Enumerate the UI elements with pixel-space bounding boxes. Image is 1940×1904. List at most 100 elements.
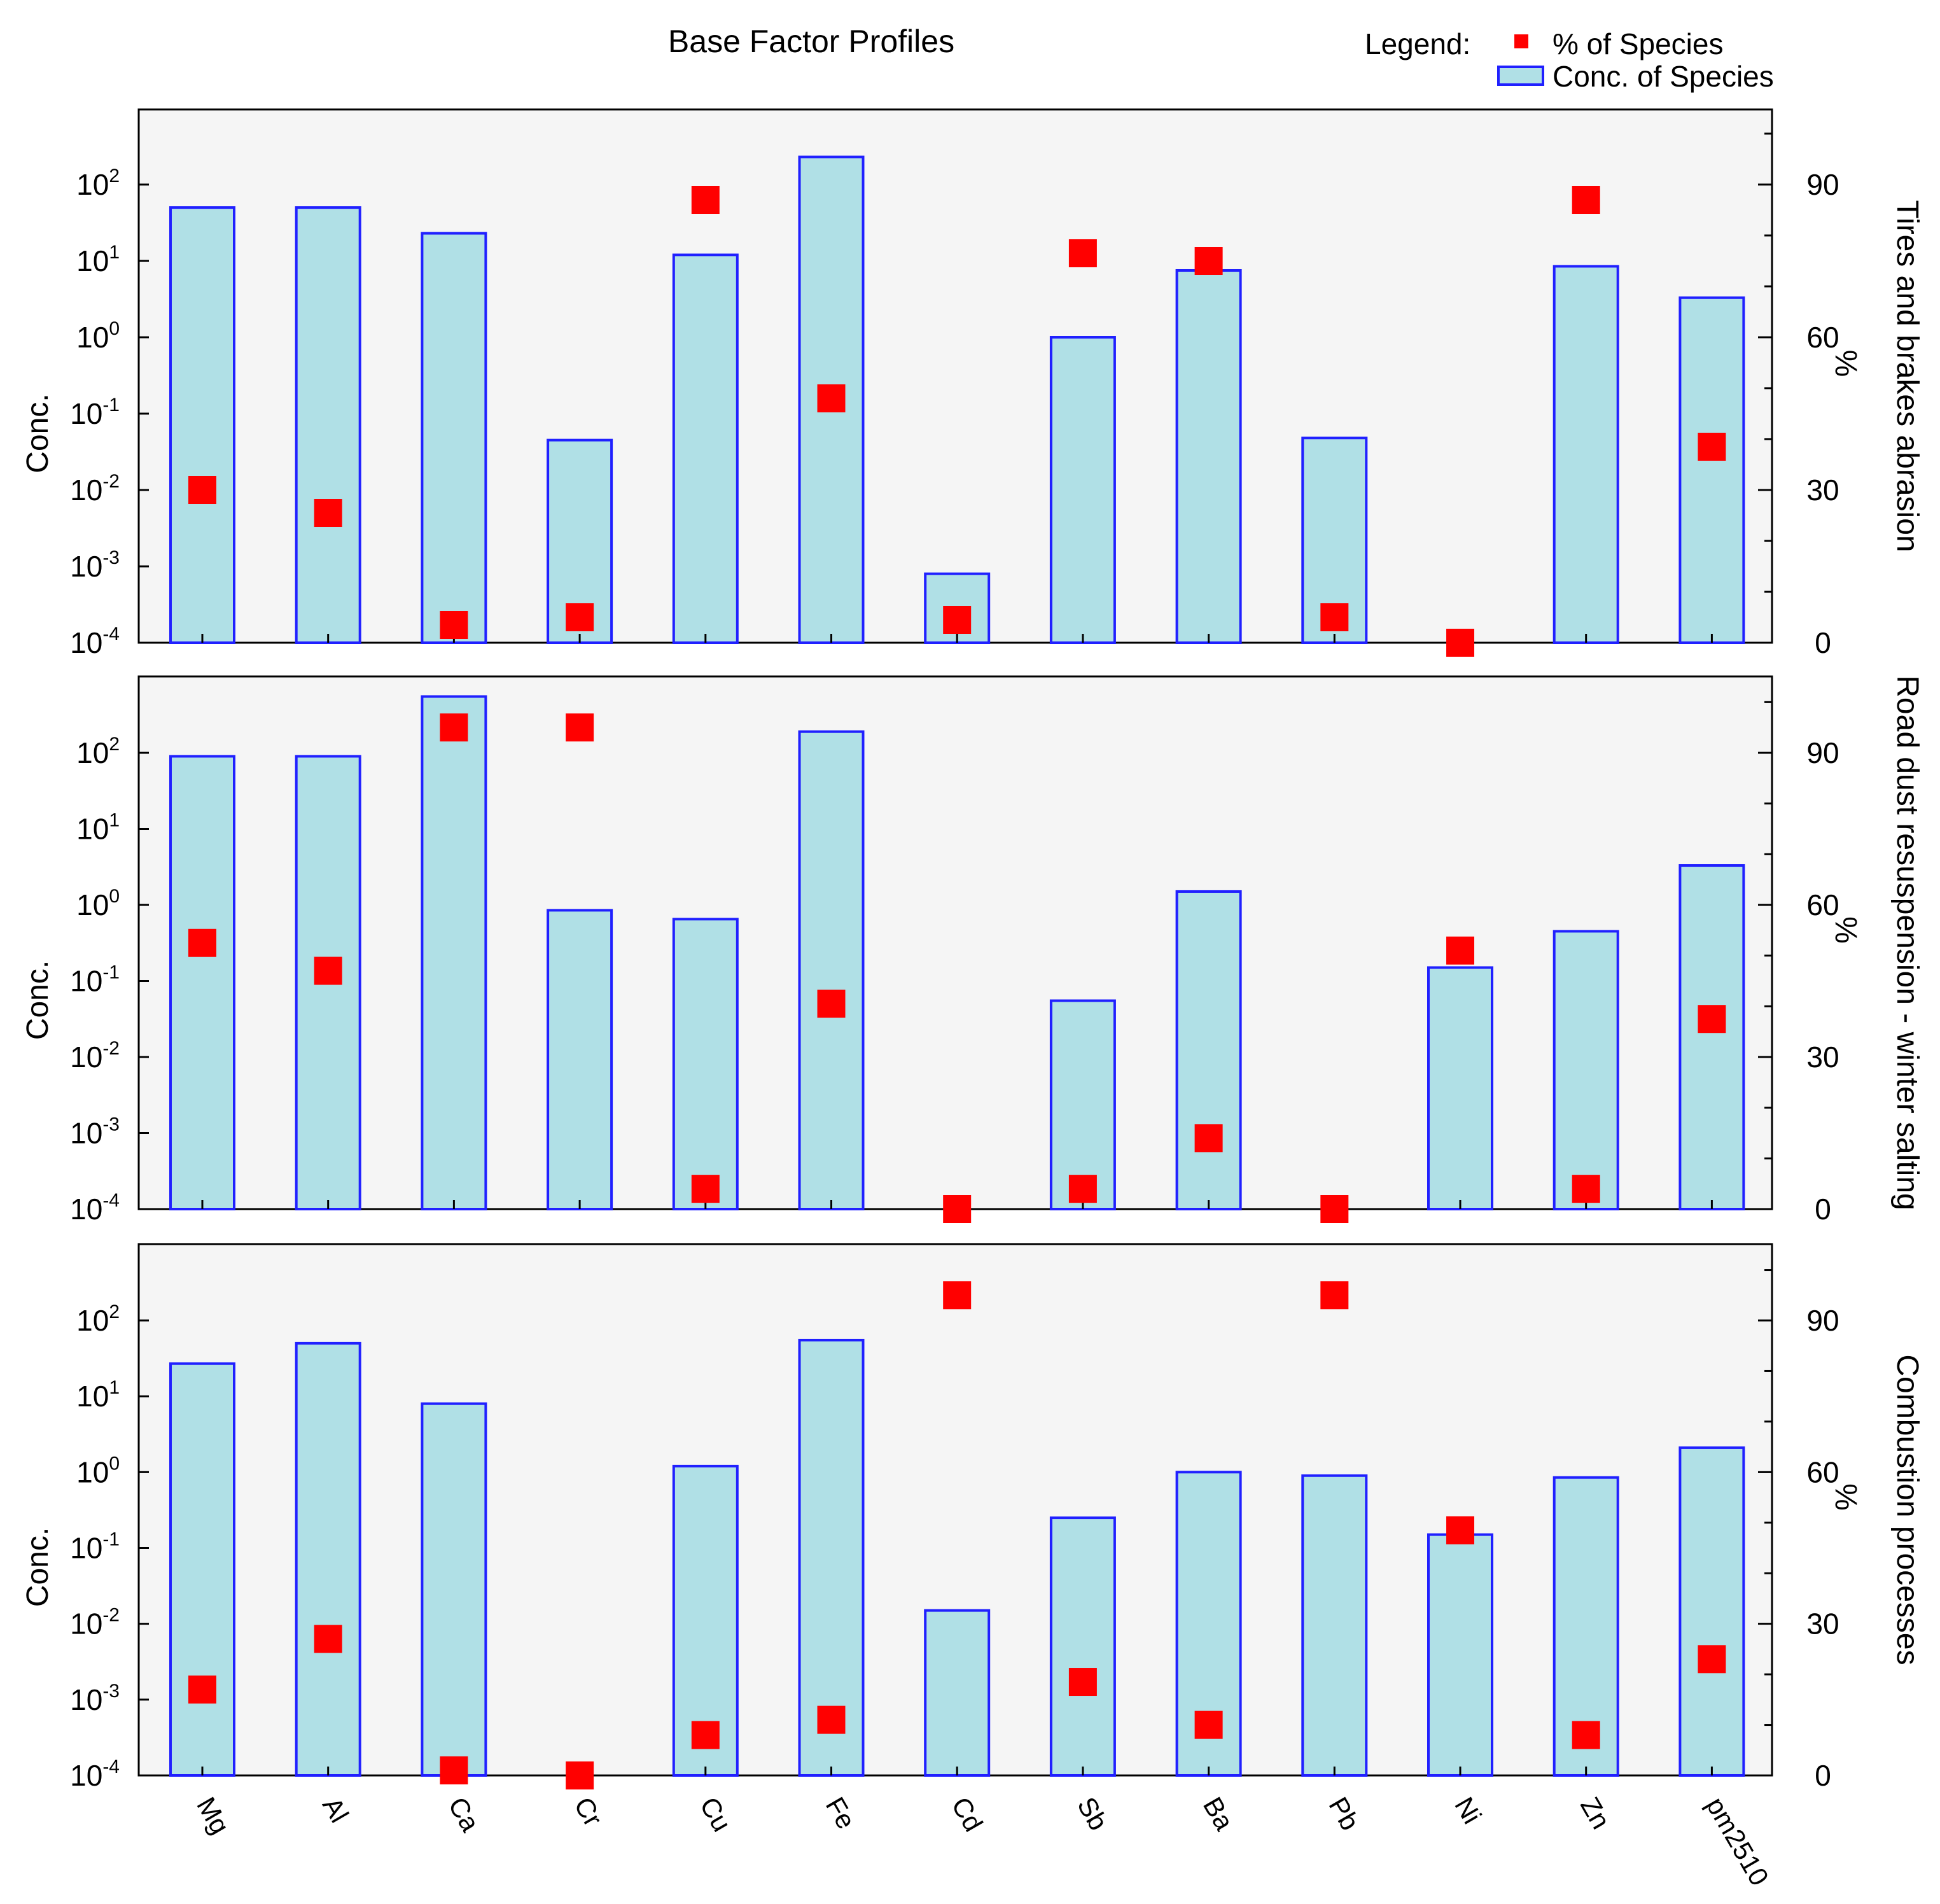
legend-pct-text: % of Species: [1553, 27, 1723, 60]
pct-marker-cr: [566, 603, 594, 631]
bar-ca: [421, 695, 487, 1210]
pct-marker-mg: [188, 476, 216, 504]
left-tick-label: 10-2: [70, 1038, 120, 1074]
bar-pb: [1301, 1474, 1368, 1777]
pct-marker-mg: [188, 1675, 216, 1704]
pct-marker-mg: [188, 928, 216, 957]
bar-ba: [1175, 269, 1242, 644]
bar-ca: [421, 232, 487, 644]
pct-marker-al: [314, 499, 342, 527]
bar-zn: [1553, 265, 1619, 644]
left-tick-label: 10-3: [70, 1681, 120, 1716]
pct-marker-cd: [943, 1281, 972, 1310]
left-tick-label: 100: [76, 318, 120, 354]
left-axis-label: Conc.: [21, 960, 55, 1040]
left-tick-label: 10-3: [70, 547, 120, 583]
left-tick-label: 10-3: [70, 1114, 120, 1150]
pct-marker-cu: [691, 186, 720, 214]
bar-cu: [672, 918, 739, 1210]
left-tick-label: 10-1: [70, 395, 120, 430]
right-tick-label: 60: [1806, 321, 1839, 354]
pct-marker-ca: [440, 611, 468, 639]
left-tick-label: 10-4: [70, 624, 120, 659]
panel-title: Road dust resuspension - winter salting: [1890, 675, 1924, 1210]
pct-marker-al: [314, 1625, 342, 1653]
bar-fe: [798, 1338, 865, 1777]
bar-mg: [169, 206, 235, 644]
pct-marker-cd: [943, 606, 972, 634]
left-tick-label: 100: [76, 886, 120, 921]
bar-cd: [924, 1609, 991, 1777]
pct-marker-sb: [1068, 1175, 1097, 1203]
right-tick-label: 30: [1806, 1040, 1839, 1074]
pct-marker-pb: [1320, 1281, 1349, 1310]
bar-mg: [169, 1362, 235, 1777]
left-tick-label: 10-1: [70, 962, 120, 998]
pct-marker-zn: [1572, 1175, 1600, 1203]
pct-marker-ba: [1194, 247, 1223, 275]
right-tick-label: 90: [1806, 168, 1839, 201]
bar-fe: [798, 730, 865, 1210]
left-tick-label: 102: [76, 734, 120, 769]
bar-al: [295, 1341, 361, 1777]
pct-marker-fe: [817, 384, 846, 412]
left-tick-label: 10-2: [70, 1605, 120, 1641]
right-tick-label: 0: [1815, 626, 1831, 659]
bar-zn: [1553, 930, 1619, 1211]
panel-title: Tires and brakes abrasion: [1890, 200, 1924, 552]
pct-marker-fe: [817, 1705, 846, 1734]
pct-marker-ca: [440, 1756, 468, 1785]
pct-marker-pb: [1320, 603, 1349, 631]
plot-area: [137, 675, 1773, 1210]
right-tick-label: 60: [1806, 1455, 1839, 1488]
right-tick-label: 30: [1806, 473, 1839, 507]
left-tick-label: 101: [76, 810, 120, 846]
left-tick-label: 100: [76, 1453, 120, 1488]
right-axis-label: %: [1829, 1483, 1862, 1511]
pct-marker-cu: [691, 1175, 720, 1203]
left-tick-label: 102: [76, 1301, 120, 1337]
left-tick-label: 101: [76, 242, 120, 277]
pct-marker-al: [314, 956, 342, 985]
bar-pm2510: [1678, 1446, 1745, 1777]
left-tick-label: 101: [76, 1377, 120, 1413]
chart-title: Base Factor Profiles: [668, 24, 954, 59]
pct-marker-sb: [1068, 1668, 1097, 1697]
bar-ni: [1427, 966, 1493, 1211]
pct-marker-cr: [566, 1761, 594, 1789]
right-tick-label: 90: [1806, 1304, 1839, 1337]
bar-ba: [1175, 890, 1242, 1211]
pct-marker-fe: [817, 990, 846, 1018]
bar-cr: [547, 909, 613, 1210]
left-tick-label: 10-4: [70, 1756, 120, 1792]
right-tick-label: 0: [1815, 1759, 1831, 1792]
legend: Legend: % of Species Conc. of Species: [1365, 27, 1774, 93]
panel-tires-and-brakes-abrasion: 102 101 100 10-1 10-2 10-3 10-4 90 60 30 0 Conc.% Ti…: [21, 108, 1924, 659]
bar-ca: [421, 1402, 487, 1777]
panel-combustion-processes: 102 101 100 10-1 10-2 10-3 10-4 90 60 30 0 Conc.% Co…: [21, 1243, 1924, 1792]
pct-marker-ni: [1446, 629, 1474, 657]
left-axis-label: Conc.: [21, 1527, 55, 1607]
pct-marker-pm2510: [1698, 1005, 1726, 1033]
pct-marker-pm2510: [1698, 1645, 1726, 1674]
left-tick-label: 10-4: [70, 1190, 120, 1226]
left-tick-label: 10-1: [70, 1529, 120, 1565]
bar-al: [295, 206, 361, 644]
bar-ni: [1427, 1533, 1493, 1777]
left-tick-label: 10-2: [70, 471, 120, 507]
bar-mg: [169, 755, 235, 1210]
panel-title: Combustion processes: [1890, 1354, 1924, 1665]
pct-marker-cr: [566, 713, 594, 742]
panel-road-dust-resuspension-winter-salting: 102 101 100 10-1 10-2 10-3 10-4 90 60 30 0 Conc.% Ro…: [21, 675, 1924, 1226]
legend-label: Legend:: [1365, 27, 1470, 60]
legend-conc-text: Conc. of Species: [1553, 60, 1774, 93]
bar-sb: [1049, 1516, 1116, 1777]
pct-marker-ni: [1446, 936, 1474, 965]
pct-marker-cu: [691, 1721, 720, 1749]
pct-marker-cd: [943, 1195, 972, 1223]
pct-marker-pm2510: [1698, 433, 1726, 461]
bar-pm2510: [1678, 296, 1745, 644]
bar-cu: [672, 253, 739, 645]
bar-sb: [1049, 336, 1116, 644]
